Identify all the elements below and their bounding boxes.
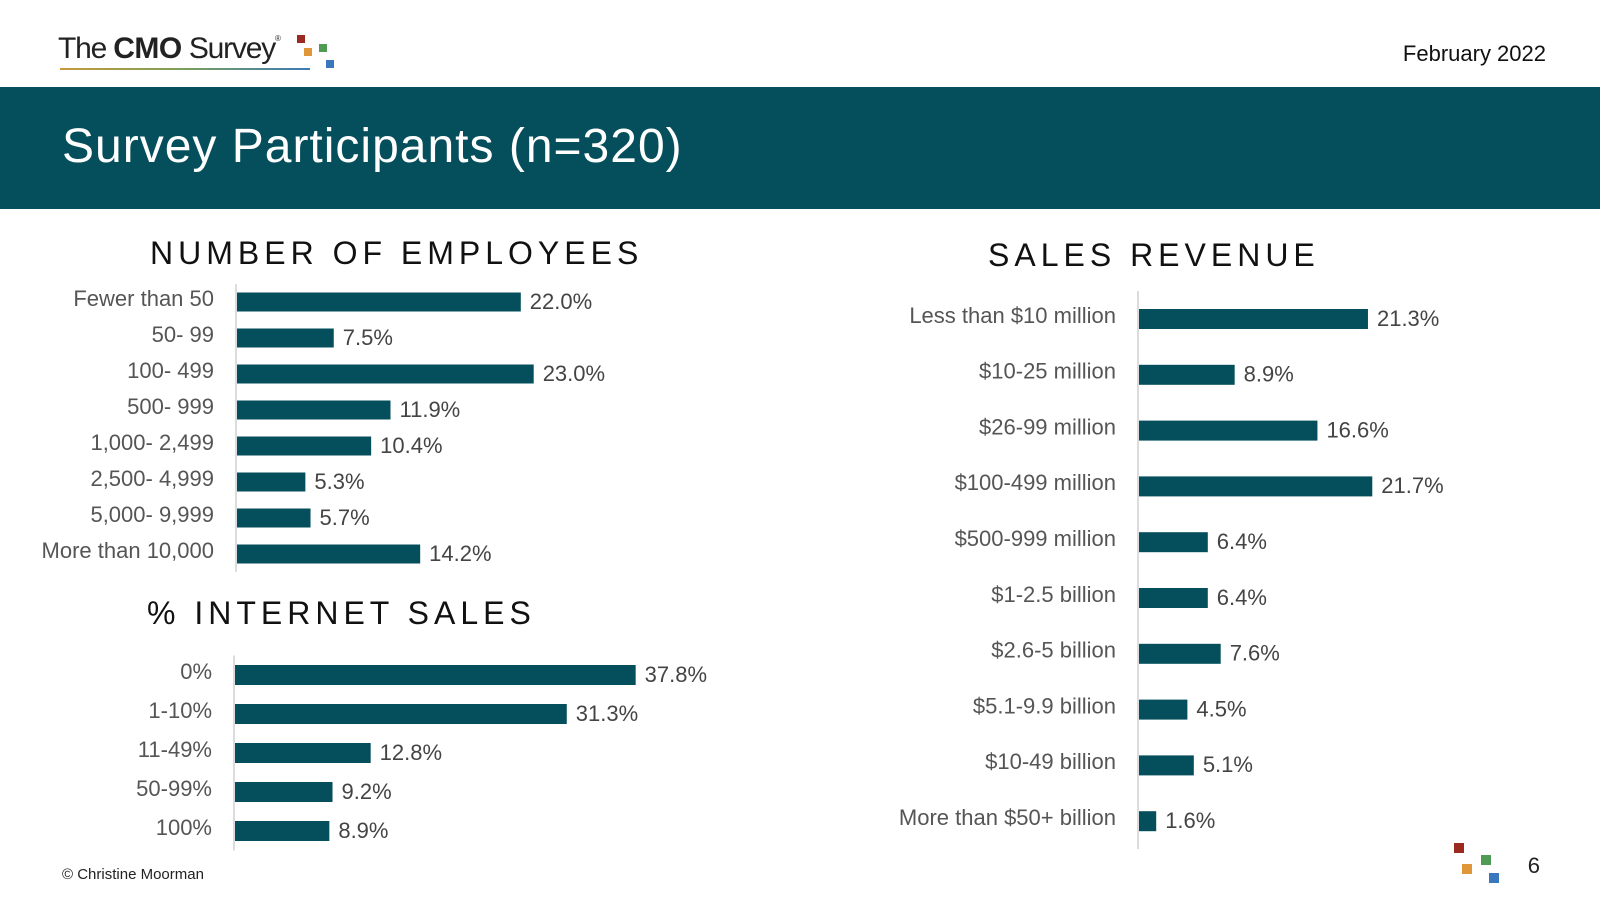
data-label: 12.8% — [380, 740, 442, 765]
data-label: 31.3% — [576, 701, 638, 726]
bar — [1139, 532, 1208, 553]
data-label: 4.5% — [1196, 696, 1246, 721]
data-label: 5.3% — [314, 469, 364, 494]
category-label: $10-25 million — [979, 359, 1116, 384]
category-label: More than $50+ billion — [899, 805, 1116, 830]
bar — [1139, 420, 1318, 441]
bar — [1139, 643, 1221, 664]
bar — [237, 292, 521, 312]
logo-text: The CMO Survey® — [58, 32, 281, 65]
logo-square-red — [297, 35, 305, 43]
data-label: 7.5% — [343, 325, 393, 350]
data-label: 9.2% — [342, 779, 392, 804]
internet-sales-bar-chart: 0% 37.8% 1-10% 31.3% 11-49% 12.8% 50-99% 9.2% 10… — [136, 655, 707, 851]
data-label: 11.9% — [400, 397, 461, 422]
copyright: © Christine Moorman — [62, 866, 204, 883]
bar — [1139, 364, 1235, 385]
category-label: More than 10,000 — [42, 538, 214, 563]
employees-bar-chart: Fewer than 50 22.0% 50- 99 7.5% 100- 499 23.0… — [42, 284, 605, 572]
category-label: $100-499 million — [955, 470, 1116, 495]
category-label: 100% — [156, 815, 212, 840]
category-label: 500- 999 — [127, 394, 214, 419]
bar — [237, 472, 306, 492]
category-label: 50-99% — [136, 776, 212, 801]
category-label: 5,000- 9,999 — [90, 502, 214, 527]
internet-sales-chart-title: % INTERNET SALES — [147, 595, 536, 631]
bar — [1139, 476, 1373, 497]
data-label: 1.6% — [1165, 808, 1215, 833]
data-label: 21.3% — [1377, 306, 1439, 331]
data-label: 37.8% — [645, 662, 707, 687]
bar — [1139, 755, 1194, 776]
bar — [237, 328, 334, 348]
category-label: $10-49 billion — [985, 749, 1116, 774]
sales-revenue-chart-title: SALES REVENUE — [988, 237, 1320, 273]
logo-square-blue — [326, 60, 334, 68]
bar — [1139, 699, 1188, 720]
logo-underline — [60, 68, 310, 70]
bar — [235, 665, 636, 685]
data-label: 5.1% — [1203, 752, 1253, 777]
data-label: 5.7% — [320, 505, 370, 530]
category-label: 100- 499 — [127, 358, 214, 383]
bar — [237, 508, 311, 528]
category-label: 1-10% — [148, 698, 212, 723]
logo-square-orange — [304, 48, 312, 56]
category-label: Less than $10 million — [909, 303, 1116, 328]
page-number: 6 — [1527, 853, 1540, 878]
bar — [235, 743, 371, 763]
data-label: 21.7% — [1381, 473, 1443, 498]
footer-square-red — [1454, 843, 1464, 853]
category-label: 1,000- 2,499 — [90, 430, 214, 455]
category-label: Fewer than 50 — [73, 286, 214, 311]
category-label: $5.1-9.9 billion — [973, 693, 1116, 718]
bar — [235, 704, 567, 724]
data-label: 7.6% — [1230, 641, 1280, 666]
bar — [237, 436, 372, 456]
employees-chart-title: NUMBER OF EMPLOYEES — [150, 235, 644, 271]
category-label: $500-999 million — [955, 526, 1116, 551]
category-label: $2.6-5 billion — [991, 638, 1116, 663]
bar — [237, 400, 391, 420]
data-label: 6.4% — [1217, 585, 1267, 610]
footer-square-orange — [1462, 864, 1472, 874]
category-label: $1-2.5 billion — [991, 582, 1116, 607]
logo-square-green — [319, 44, 327, 52]
category-label: 50- 99 — [152, 322, 214, 347]
data-label: 22.0% — [530, 289, 592, 314]
category-label: 11-49% — [138, 737, 212, 762]
bar — [237, 364, 534, 384]
bar — [1139, 588, 1208, 608]
data-label: 10.4% — [380, 433, 442, 458]
title-banner: Survey Participants (n=320) — [0, 87, 1600, 209]
data-label: 8.9% — [1244, 362, 1294, 387]
footer-square-green — [1481, 855, 1491, 865]
bar — [1139, 811, 1157, 832]
category-label: $26-99 million — [979, 414, 1116, 439]
bar — [1139, 309, 1368, 329]
page-title: Survey Participants (n=320) — [62, 120, 683, 173]
report-date: February 2022 — [1402, 41, 1546, 66]
bar — [235, 782, 333, 802]
bar — [235, 821, 330, 841]
bar — [237, 544, 421, 564]
data-label: 8.9% — [338, 818, 388, 843]
category-label: 0% — [180, 659, 212, 684]
data-label: 14.2% — [429, 541, 491, 566]
data-label: 23.0% — [543, 361, 605, 386]
footer-square-blue — [1489, 873, 1499, 883]
category-label: 2,500- 4,999 — [90, 466, 214, 491]
data-label: 6.4% — [1217, 529, 1267, 554]
data-label: 16.6% — [1326, 417, 1388, 442]
